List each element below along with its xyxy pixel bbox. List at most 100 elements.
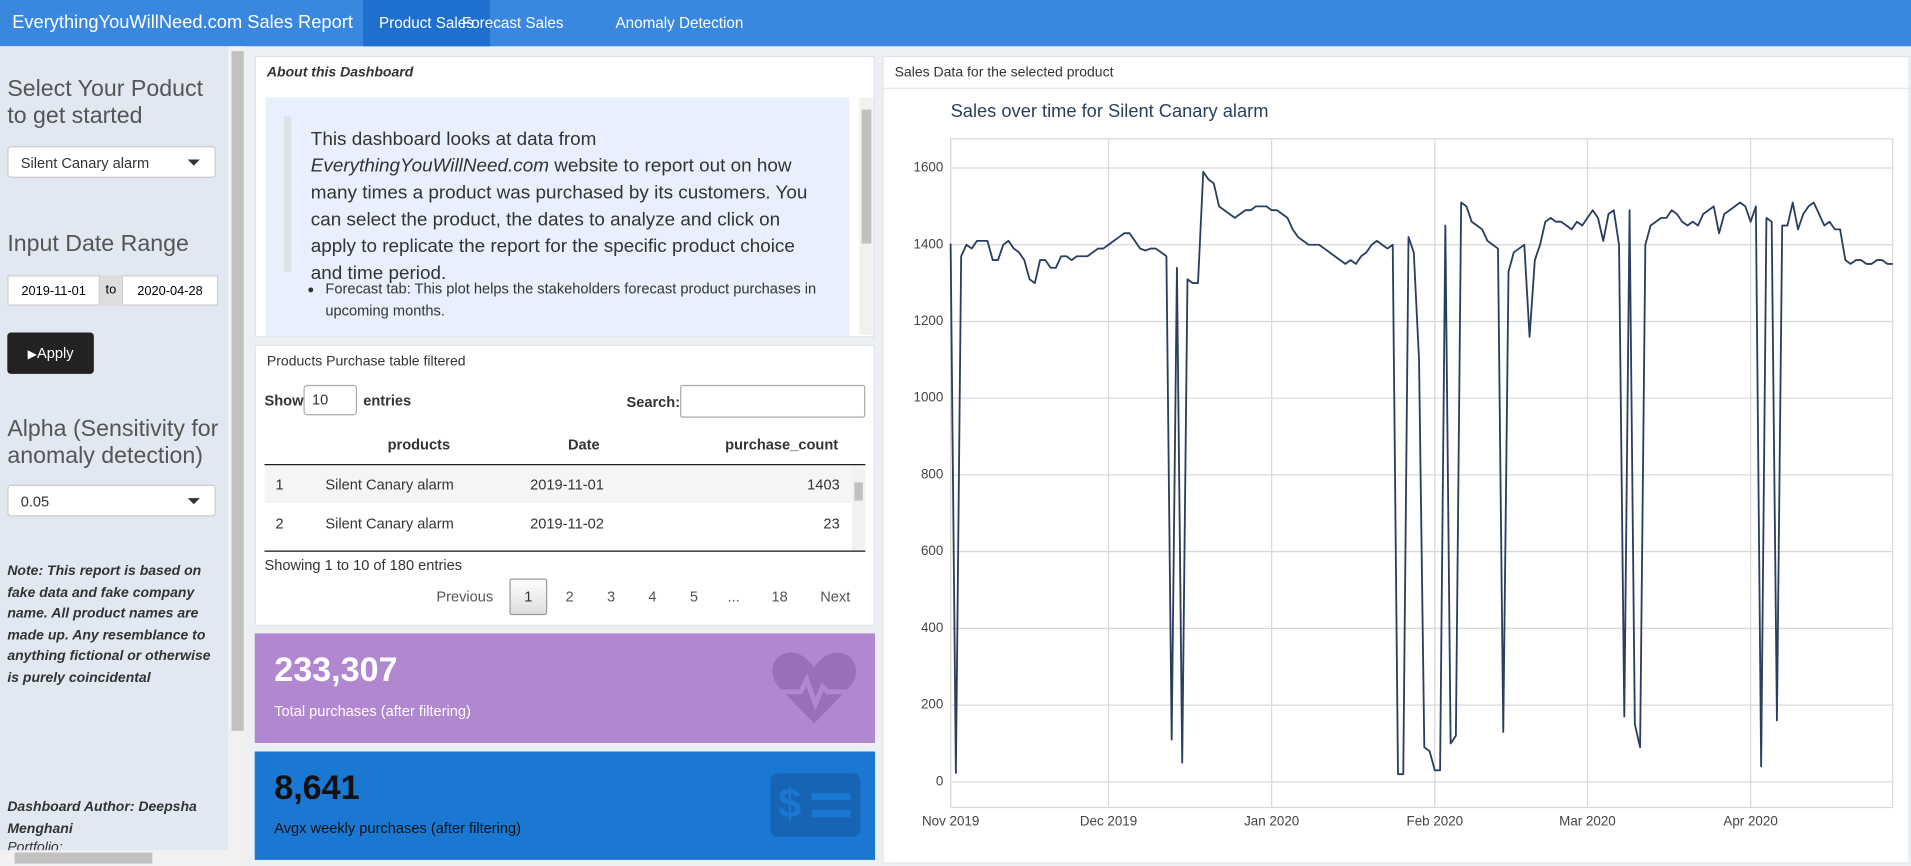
- page[interactable]: 2: [565, 588, 574, 606]
- cell: 23: [823, 515, 840, 533]
- scroll-thumb[interactable]: [861, 109, 872, 244]
- play-icon: ▶: [27, 348, 37, 362]
- brand[interactable]: EverythingYouWillNeed.com Sales Report: [12, 12, 353, 33]
- sales-line: [949, 170, 1893, 776]
- y-tick-label: 600: [921, 543, 943, 558]
- y-tick-label: 1000: [914, 390, 944, 405]
- chart-title: Sales over time for Silent Canary alarm: [951, 100, 1269, 121]
- scrollbar[interactable]: [851, 466, 866, 551]
- date-sep: to: [99, 275, 122, 306]
- cell: 2019-11-01: [530, 476, 604, 494]
- cell: 1: [275, 476, 284, 494]
- y-tick-label: 800: [921, 466, 943, 481]
- h-scrollbar[interactable]: [0, 850, 230, 866]
- value-box: 233,307 Total purchases (after filtering…: [254, 633, 876, 743]
- box-value: 233,307: [274, 650, 398, 689]
- column-header[interactable]: products: [387, 436, 451, 454]
- y-tick-label: 400: [921, 620, 943, 635]
- date-end[interactable]: 2020-04-28: [121, 275, 219, 306]
- panel-title: Sales Data for the selected product: [894, 65, 1114, 81]
- ellipsis: ...: [727, 588, 740, 606]
- scroll-thumb[interactable]: [854, 482, 863, 501]
- panel-title: About this Dashboard: [266, 65, 414, 81]
- scroll-thumb[interactable]: [231, 51, 244, 731]
- cell: 1403: [807, 476, 840, 494]
- author: Dashboard Author: Deepsha Menghani: [7, 800, 197, 837]
- y-tick-label: 200: [921, 697, 943, 712]
- column-header[interactable]: purchase_count: [725, 436, 839, 454]
- date-start[interactable]: 2019-11-01: [7, 275, 100, 306]
- divider: [883, 87, 1909, 89]
- panel-title: Products Purchase table filtered: [266, 354, 466, 370]
- x-tick-label: Dec 2019: [1080, 814, 1137, 829]
- tab-active[interactable]: Product Sales: [363, 0, 490, 47]
- cell: 2019-11-02: [530, 515, 604, 533]
- x-tick-label: Nov 2019: [922, 814, 979, 829]
- y-tick-label: 0: [936, 773, 943, 788]
- button-text: Apply: [36, 344, 74, 362]
- cell: 2: [275, 515, 284, 533]
- page-next[interactable]: Next: [820, 588, 851, 606]
- box-label: Avgx weekly purchases (after filtering): [274, 819, 522, 837]
- tab[interactable]: Forecast Sales: [461, 14, 564, 32]
- search-input[interactable]: [680, 384, 866, 418]
- page[interactable]: 18: [771, 588, 788, 606]
- page-prev[interactable]: Previous: [436, 588, 494, 606]
- site: EverythingYouWillNeed.com: [310, 155, 549, 177]
- cell: Silent Canary alarm: [325, 515, 454, 533]
- quote-bar: [283, 115, 292, 272]
- page[interactable]: 4: [648, 588, 657, 606]
- header-rule: [264, 464, 866, 466]
- entries-label: entries: [363, 392, 412, 410]
- about-box: This dashboard looks at data from Everyt…: [265, 97, 850, 337]
- scrollbar[interactable]: [229, 46, 247, 866]
- label: Input Date Range: [7, 231, 189, 257]
- y-tick-label: 1400: [914, 236, 944, 251]
- text: This dashboard looks at data from: [310, 129, 597, 150]
- label: Select Your Poduct to get started: [7, 76, 204, 130]
- note: Note: This report is based on fake data …: [7, 563, 211, 686]
- value-box: 8,641 Avgx weekly purchases (after filte…: [254, 751, 876, 860]
- column-header[interactable]: Date: [567, 436, 600, 454]
- search-label: Search:: [626, 393, 681, 411]
- bullets: Forecast tab: This plot helps the stakeh…: [277, 279, 862, 322]
- select-value: 0.05: [20, 493, 50, 511]
- select-value: Silent Canary alarm: [20, 154, 150, 172]
- cell: Silent Canary alarm: [325, 476, 454, 494]
- y-tick-label: 1600: [914, 160, 944, 175]
- x-tick-label: Mar 2020: [1559, 814, 1616, 829]
- chart: Sales over time for Silent Canary alarm …: [914, 100, 1894, 829]
- product-select[interactable]: Silent Canary alarm: [7, 146, 216, 178]
- x-tick-label: Jan 2020: [1244, 814, 1299, 829]
- sidebar: Select Your Poduct to get started Silent…: [0, 46, 228, 866]
- plot-frame: [950, 138, 1894, 809]
- page-current[interactable]: 1: [509, 578, 548, 616]
- y-tick-label: 1200: [914, 313, 944, 328]
- x-tick-label: Feb 2020: [1407, 814, 1464, 829]
- intro: This dashboard looks at data from Everyt…: [311, 127, 823, 288]
- svg-text:$: $: [778, 780, 801, 826]
- page[interactable]: 5: [689, 588, 698, 606]
- navbar: EverythingYouWillNeed.com Sales Report P…: [0, 0, 1911, 47]
- chart-panel: Sales Data for the selected product: [882, 56, 1910, 864]
- length-select[interactable]: 10: [303, 384, 358, 416]
- text: website to report out on how many times …: [310, 155, 808, 284]
- page[interactable]: 3: [606, 588, 616, 606]
- bullet: Forecast tab: This plot helps the stakeh…: [325, 279, 861, 322]
- scroll-thumb[interactable]: [14, 852, 153, 864]
- box-label: Total purchases (after filtering): [274, 702, 471, 720]
- show-label: Show: [264, 392, 304, 410]
- footer-rule: [264, 550, 866, 552]
- about-panel: About this Dashboard This dashboard look…: [254, 56, 876, 338]
- money-icon: $: [770, 773, 861, 837]
- apply-button[interactable]: ▶Apply: [7, 332, 94, 374]
- tab[interactable]: Anomaly Detection: [615, 14, 744, 32]
- table-info: Showing 1 to 10 of 180 entries: [264, 556, 463, 574]
- row-bg: [264, 466, 852, 504]
- scrollbar[interactable]: [859, 97, 874, 335]
- alpha-select[interactable]: 0.05: [7, 484, 216, 517]
- heart-icon: [772, 652, 856, 724]
- x-tick-label: Apr 2020: [1723, 814, 1777, 829]
